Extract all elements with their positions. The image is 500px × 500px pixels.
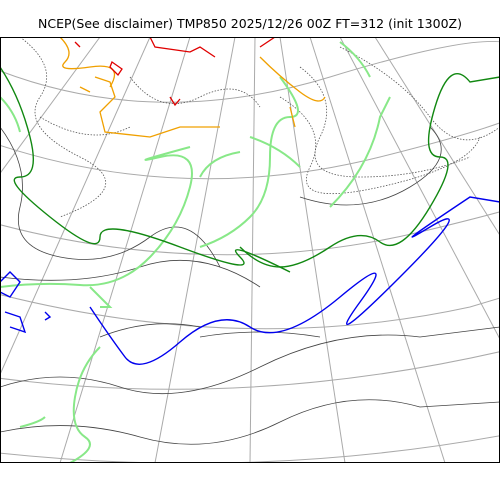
map-canvas bbox=[0, 37, 500, 463]
isotherm-light-green bbox=[0, 41, 391, 463]
isotherm-red bbox=[74, 37, 276, 107]
isotherm-orange bbox=[59, 37, 326, 138]
latitude-lines bbox=[0, 40, 500, 463]
dotted-contours bbox=[19, 37, 500, 218]
longitude-lines bbox=[0, 37, 500, 463]
map-title: NCEP(See disclaimer) TMP850 2025/12/26 0… bbox=[38, 16, 462, 31]
isotherm-green bbox=[0, 66, 500, 273]
isotherm-blue bbox=[0, 196, 500, 365]
